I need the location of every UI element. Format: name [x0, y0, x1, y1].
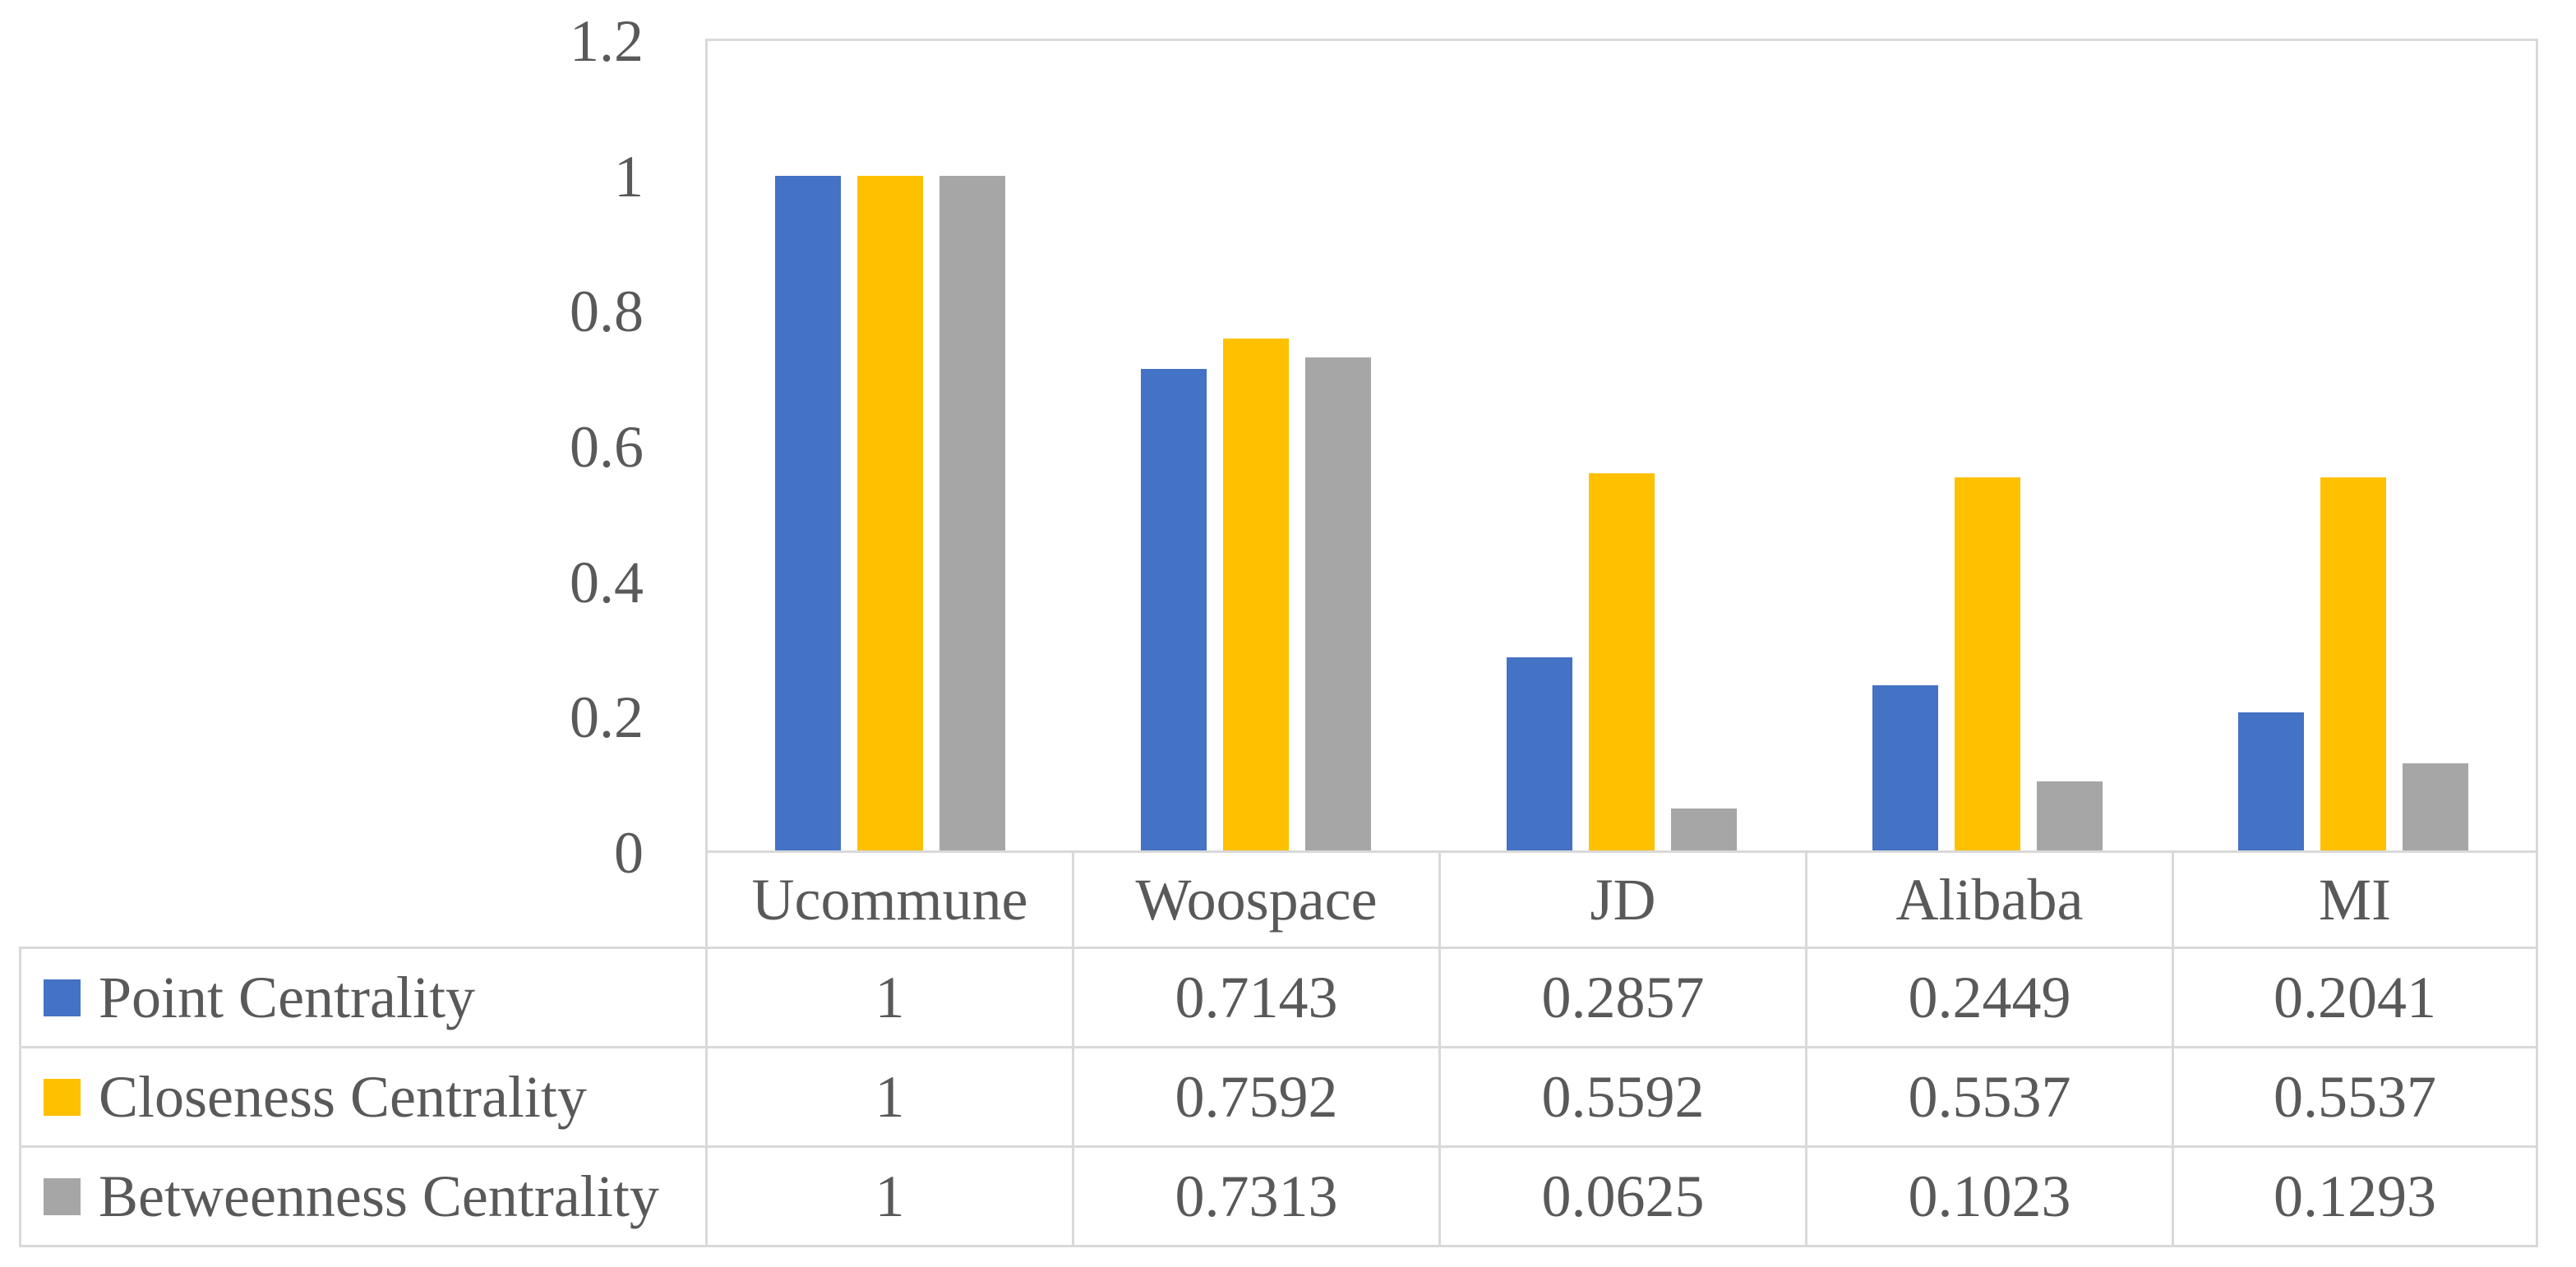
bar-betweenness-centrality-alibaba [2036, 781, 2103, 850]
y-axis: 1.2 1 0.8 0.6 0.4 0.2 0 [0, 0, 644, 904]
y-axis-tick-label: 0.4 [570, 549, 644, 615]
bar-betweenness-centrality-woospace [1305, 357, 1372, 850]
category-header-row: Ucommune Woospace JD Alibaba MI [19, 853, 2538, 949]
bar-betweenness-centrality-jd [1670, 809, 1737, 850]
legend-cell-point-centrality: Point Centrality [19, 949, 705, 1046]
bar-point-centrality-ucommune [775, 176, 842, 850]
value-cell-betweenness-centrality-jd: 0.0625 [1438, 1148, 1805, 1245]
bar-group-ucommune [708, 41, 1073, 850]
value-cell-closeness-centrality-ucommune: 1 [705, 1048, 1072, 1145]
category-header-cell-jd: JD [1438, 853, 1805, 947]
value-cell-betweenness-centrality-woospace: 0.7313 [1072, 1148, 1438, 1245]
chart-data-table: Ucommune Woospace JD Alibaba MI Point Central… [19, 853, 2538, 1247]
value-cell-closeness-centrality-alibaba: 0.5537 [1805, 1048, 2172, 1145]
legend-cell-closeness-centrality: Closeness Centrality [19, 1048, 705, 1145]
bar-group-jd [1439, 41, 1805, 850]
bar-point-centrality-alibaba [1872, 685, 1938, 850]
bar-closeness-centrality-jd [1588, 473, 1655, 850]
legend-key-point-centrality [44, 979, 81, 1016]
y-axis-tick-label: 0.8 [570, 279, 644, 345]
bar-group-alibaba [1804, 41, 2170, 850]
legend-key-betweenness-centrality [44, 1177, 81, 1215]
value-cell-point-centrality-ucommune: 1 [705, 949, 1072, 1046]
bar-point-centrality-jd [1506, 657, 1572, 850]
bar-betweenness-centrality-ucommune [939, 176, 1006, 850]
legend-label-point-centrality: Point Centrality [99, 965, 475, 1030]
legend-label-closeness-centrality: Closeness Centrality [99, 1064, 587, 1130]
bar-point-centrality-woospace [1141, 369, 1207, 850]
y-axis-tick-label: 0 [614, 820, 644, 886]
y-axis-tick-label: 1 [614, 143, 644, 210]
y-axis-tick-label: 1.2 [570, 8, 644, 74]
bar-closeness-centrality-alibaba [1954, 477, 2020, 850]
series-row-closeness-centrality: Closeness Centrality 1 0.7592 0.5592 0.5537 0… [19, 1048, 2538, 1148]
value-cell-betweenness-centrality-mi: 0.1293 [2172, 1148, 2538, 1245]
value-cell-betweenness-centrality-ucommune: 1 [705, 1148, 1072, 1245]
legend-label-betweenness-centrality: Betweenness Centrality [99, 1163, 659, 1229]
plot-area [705, 39, 2538, 853]
table-corner-cell [19, 853, 705, 947]
bar-closeness-centrality-ucommune [857, 176, 924, 850]
value-cell-point-centrality-woospace: 0.7143 [1072, 949, 1438, 1046]
value-cell-point-centrality-mi: 0.2041 [2172, 949, 2538, 1046]
y-axis-tick-label: 0.6 [570, 414, 644, 480]
value-cell-closeness-centrality-woospace: 0.7592 [1072, 1048, 1438, 1145]
category-header-cell-ucommune: Ucommune [705, 853, 1072, 947]
category-header-cell-alibaba: Alibaba [1805, 853, 2172, 947]
series-row-point-centrality: Point Centrality 1 0.7143 0.2857 0.2449 0.204… [19, 949, 2538, 1048]
value-cell-point-centrality-alibaba: 0.2449 [1805, 949, 2172, 1046]
bar-betweenness-centrality-mi [2402, 763, 2468, 850]
bar-closeness-centrality-woospace [1223, 339, 1290, 850]
category-header-cell-mi: MI [2172, 853, 2538, 947]
legend-cell-betweenness-centrality: Betweenness Centrality [19, 1148, 705, 1245]
y-axis-tick-label: 0.2 [570, 684, 644, 751]
series-row-betweenness-centrality: Betweenness Centrality 1 0.7313 0.0625 0.102… [19, 1148, 2538, 1247]
category-header-cell-woospace: Woospace [1072, 853, 1438, 947]
value-cell-betweenness-centrality-alibaba: 0.1023 [1805, 1148, 2172, 1245]
value-cell-closeness-centrality-jd: 0.5592 [1438, 1048, 1805, 1145]
bar-group-woospace [1073, 41, 1439, 850]
value-cell-point-centrality-jd: 0.2857 [1438, 949, 1805, 1046]
value-cell-closeness-centrality-mi: 0.5537 [2172, 1048, 2538, 1145]
bar-closeness-centrality-mi [2320, 477, 2386, 850]
bar-point-centrality-mi [2237, 712, 2304, 850]
bar-group-mi [2170, 41, 2536, 850]
legend-key-closeness-centrality [44, 1078, 81, 1116]
